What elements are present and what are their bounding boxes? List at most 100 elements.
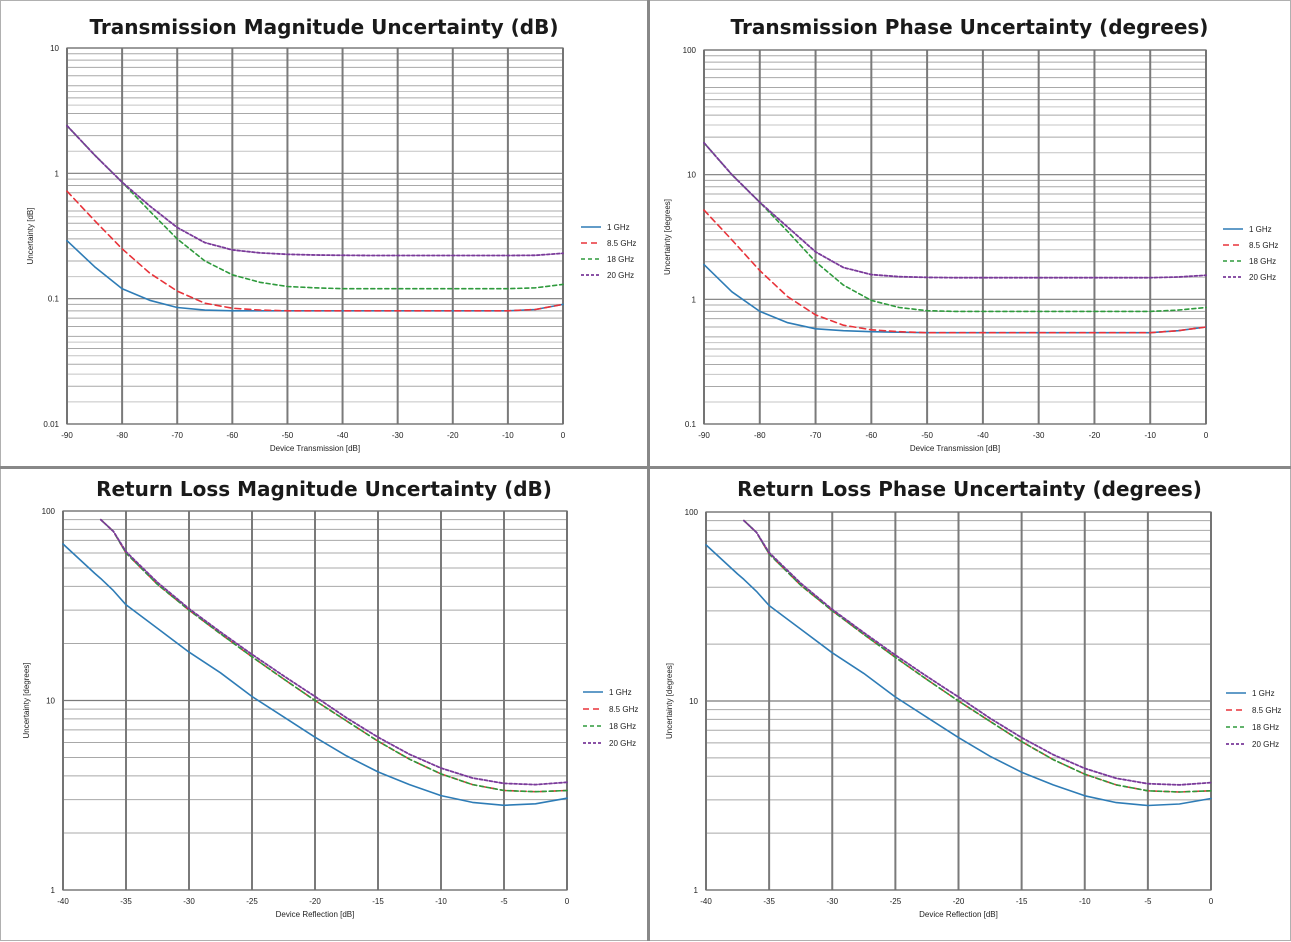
legend-label: 1 GHz xyxy=(607,223,630,232)
x-tick-label: -40 xyxy=(57,897,69,906)
x-tick-label: -40 xyxy=(977,431,989,440)
legend-label: 20 GHz xyxy=(1249,273,1276,282)
x-axis-label: Device Reflection [dB] xyxy=(919,910,998,919)
y-tick-label: 1 xyxy=(692,295,697,304)
x-tick-label: -30 xyxy=(183,897,195,906)
legend-label: 18 GHz xyxy=(1252,723,1279,732)
legend: 1 GHz 8.5 GHz 18 GHz 20 GHz xyxy=(581,223,636,280)
x-tick-label: -30 xyxy=(1033,431,1045,440)
y-tick-label: 10 xyxy=(46,697,55,706)
legend-label: 8.5 GHz xyxy=(1249,241,1278,250)
x-tick-label: -20 xyxy=(1089,431,1101,440)
series-line-20-ghz xyxy=(704,143,1206,278)
x-tick-label: -5 xyxy=(500,897,508,906)
x-tick-label: -25 xyxy=(890,897,902,906)
x-tick-label: -80 xyxy=(116,431,128,440)
legend-label: 8.5 GHz xyxy=(1252,706,1281,715)
x-tick-label: -20 xyxy=(953,897,965,906)
x-tick-label: -5 xyxy=(1144,897,1152,906)
y-tick-label: 0.01 xyxy=(43,420,59,429)
legend-label: 20 GHz xyxy=(1252,740,1279,749)
x-tick-label: -50 xyxy=(921,431,933,440)
series-line-1-ghz xyxy=(67,241,563,311)
y-tick-label: 1 xyxy=(55,169,60,178)
y-axis-label: Uncertainty [degrees] xyxy=(663,199,672,275)
y-tick-label: 10 xyxy=(687,171,696,180)
x-axis-label: Device Transmission [dB] xyxy=(270,444,360,453)
legend: 1 GHz 8.5 GHz 18 GHz 20 GHz xyxy=(1223,225,1278,282)
legend: 1 GHz 8.5 GHz 18 GHz 20 GHz xyxy=(1226,689,1281,749)
y-tick-label: 100 xyxy=(42,507,56,516)
x-tick-label: -50 xyxy=(282,431,294,440)
y-tick-label: 1 xyxy=(51,886,56,895)
x-tick-label: -90 xyxy=(61,431,73,440)
x-tick-label: -40 xyxy=(337,431,349,440)
horizontal-divider xyxy=(0,466,1291,469)
series-line-20-ghz xyxy=(101,520,567,785)
x-tick-label: -15 xyxy=(1016,897,1028,906)
x-tick-label: -90 xyxy=(698,431,710,440)
y-tick-label: 10 xyxy=(689,697,698,706)
vertical-divider xyxy=(647,0,650,941)
x-tick-label: -10 xyxy=(435,897,447,906)
plot-border xyxy=(704,50,1206,424)
legend-label: 20 GHz xyxy=(607,271,634,280)
y-tick-label: 100 xyxy=(683,46,697,55)
y-axis-label: Uncertainty [dB] xyxy=(26,208,35,265)
x-tick-label: -35 xyxy=(120,897,132,906)
x-tick-label: 0 xyxy=(561,431,566,440)
x-tick-label: 0 xyxy=(565,897,570,906)
series-line-20-ghz xyxy=(67,126,563,256)
x-tick-label: -20 xyxy=(309,897,321,906)
series-line-8-5-ghz xyxy=(67,191,563,311)
chart-panel-transmission-magnitude: Transmission Magnitude Uncertainty (dB) … xyxy=(0,0,648,468)
legend-label: 1 GHz xyxy=(1252,689,1275,698)
x-tick-label: -10 xyxy=(1079,897,1091,906)
legend-label: 18 GHz xyxy=(1249,257,1276,266)
x-tick-label: -35 xyxy=(763,897,775,906)
series-line-8-5-ghz xyxy=(704,210,1206,333)
x-axis-label: Device Reflection [dB] xyxy=(276,910,355,919)
series-line-20-ghz xyxy=(744,521,1211,785)
y-axis-label: Uncertainty [degrees] xyxy=(22,662,31,738)
chart-plot-transmission-phase: -90 -80 -70 -60 -50 -40 -30 -20 -10 0 0.1 1 10 100 Dev… xyxy=(649,1,1291,469)
x-tick-label: 0 xyxy=(1204,431,1209,440)
chart-plot-return-loss-magnitude: -40 -35 -30 -25 -20 -15 -10 -5 0 1 10 100 Device Ref… xyxy=(1,469,649,942)
legend-label: 8.5 GHz xyxy=(609,705,638,714)
legend-label: 18 GHz xyxy=(609,722,636,731)
x-tick-label: -70 xyxy=(171,431,183,440)
plot-border xyxy=(67,48,563,424)
chart-panel-return-loss-phase: Return Loss Phase Uncertainty (degrees) … xyxy=(648,468,1291,941)
x-tick-label: -80 xyxy=(754,431,766,440)
grid xyxy=(704,50,1206,424)
legend-label: 1 GHz xyxy=(1249,225,1272,234)
x-tick-label: -10 xyxy=(502,431,514,440)
x-tick-label: 0 xyxy=(1209,897,1214,906)
x-tick-label: -25 xyxy=(246,897,258,906)
series-line-18-ghz xyxy=(101,520,567,792)
grid xyxy=(67,48,563,424)
series-line-18-ghz xyxy=(67,126,563,289)
series-line-1-ghz xyxy=(704,265,1206,333)
x-axis-label: Device Transmission [dB] xyxy=(910,444,1000,453)
y-tick-label: 1 xyxy=(694,886,699,895)
x-tick-label: -60 xyxy=(866,431,878,440)
series-line-18-ghz xyxy=(704,143,1206,312)
y-tick-label: 0.1 xyxy=(685,420,697,429)
legend-label: 8.5 GHz xyxy=(607,239,636,248)
y-tick-label: 10 xyxy=(50,44,59,53)
y-axis-label: Uncertainty [degrees] xyxy=(665,663,674,739)
legend: 1 GHz 8.5 GHz 18 GHz 20 GHz xyxy=(583,688,638,748)
legend-label: 1 GHz xyxy=(609,688,632,697)
chart-plot-return-loss-phase: -40 -35 -30 -25 -20 -15 -10 -5 0 1 10 100 Device Ref… xyxy=(649,469,1291,942)
series-line-8-5-ghz xyxy=(744,521,1211,792)
chart-plot-transmission-magnitude: -90 -80 -70 -60 -50 -40 -30 -20 -10 0 0.01 0.1 1 10 De… xyxy=(1,1,649,469)
y-tick-label: 100 xyxy=(685,508,699,517)
x-tick-label: -20 xyxy=(447,431,459,440)
x-tick-label: -60 xyxy=(227,431,239,440)
x-tick-label: -15 xyxy=(372,897,384,906)
x-tick-label: -10 xyxy=(1144,431,1156,440)
chart-panel-return-loss-magnitude: Return Loss Magnitude Uncertainty (dB) -… xyxy=(0,468,648,941)
x-tick-label: -70 xyxy=(810,431,822,440)
chart-panel-transmission-phase: Transmission Phase Uncertainty (degrees)… xyxy=(648,0,1291,468)
